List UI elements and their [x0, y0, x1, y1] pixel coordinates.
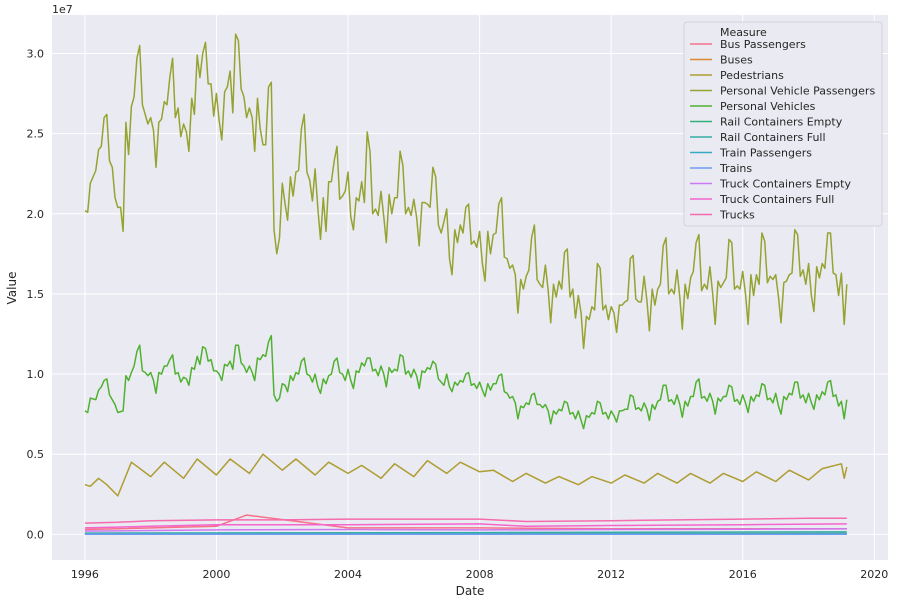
y-axis: 0.0 0.5 1.0 1.5 2.0 2.5 3.0	[27, 47, 45, 541]
series-layer	[84, 33, 848, 536]
y-offset-label: 1e7	[52, 3, 73, 16]
legend-items: Bus Passengers Buses Pedestrians Personal V…	[690, 38, 875, 222]
legend-label-truck-containers-full: Truck Containers Full	[719, 193, 834, 206]
legend-label-trains: Trains	[719, 162, 752, 175]
y-tick-label: 0.0	[27, 528, 45, 541]
y-axis-label: Value	[5, 272, 19, 305]
legend-label-bus-passengers: Bus Passengers	[720, 38, 806, 51]
legend-label-train-passengers: Train Passengers	[719, 147, 812, 160]
series-line-rail-containers-full	[84, 531, 847, 534]
y-tick-label: 3.0	[27, 47, 45, 60]
x-tick-label: 1996	[71, 568, 99, 581]
series-line-personal-vehicles	[84, 334, 848, 430]
y-tick-label: 2.5	[27, 128, 45, 141]
y-tick-label: 1.0	[27, 368, 45, 381]
legend-label-rail-containers-empty: Rail Containers Empty	[720, 116, 843, 129]
legend-title: Measure	[720, 26, 767, 39]
x-tick-label: 2016	[729, 568, 757, 581]
x-tick-label: 2008	[466, 568, 494, 581]
legend-label-personal-vehicles: Personal Vehicles	[720, 100, 816, 113]
legend-label-pedestrians: Pedestrians	[720, 69, 784, 82]
x-tick-label: 2020	[860, 568, 888, 581]
legend-label-rail-containers-full: Rail Containers Full	[720, 131, 826, 144]
legend-label-buses: Buses	[720, 54, 753, 67]
series-line-pedestrians	[84, 453, 848, 497]
series-line-trucks	[84, 517, 847, 524]
legend-label-truck-containers-empty: Truck Containers Empty	[719, 178, 851, 191]
x-tick-label: 2000	[202, 568, 230, 581]
legend-label-personal-vehicle-passengers: Personal Vehicle Passengers	[720, 85, 875, 98]
x-tick-label: 2012	[597, 568, 625, 581]
series-line-truck-containers-empty	[84, 528, 847, 532]
x-axis: 1996 2000 2004 2008 2012 2016 2020	[71, 568, 888, 581]
series-line-personal-vehicle-passengers	[84, 33, 848, 350]
y-tick-label: 2.0	[27, 208, 45, 221]
series-line-truck-containers-full	[84, 523, 847, 529]
legend: Measure Bus Passengers Buses Pedestrians Pe…	[683, 21, 883, 227]
y-tick-label: 1.5	[27, 288, 45, 301]
legend-box	[683, 21, 883, 227]
x-tick-label: 2004	[334, 568, 362, 581]
legend-label-trucks: Trucks	[719, 209, 755, 222]
x-axis-label: Date	[456, 584, 485, 598]
y-tick-label: 0.5	[27, 448, 45, 461]
